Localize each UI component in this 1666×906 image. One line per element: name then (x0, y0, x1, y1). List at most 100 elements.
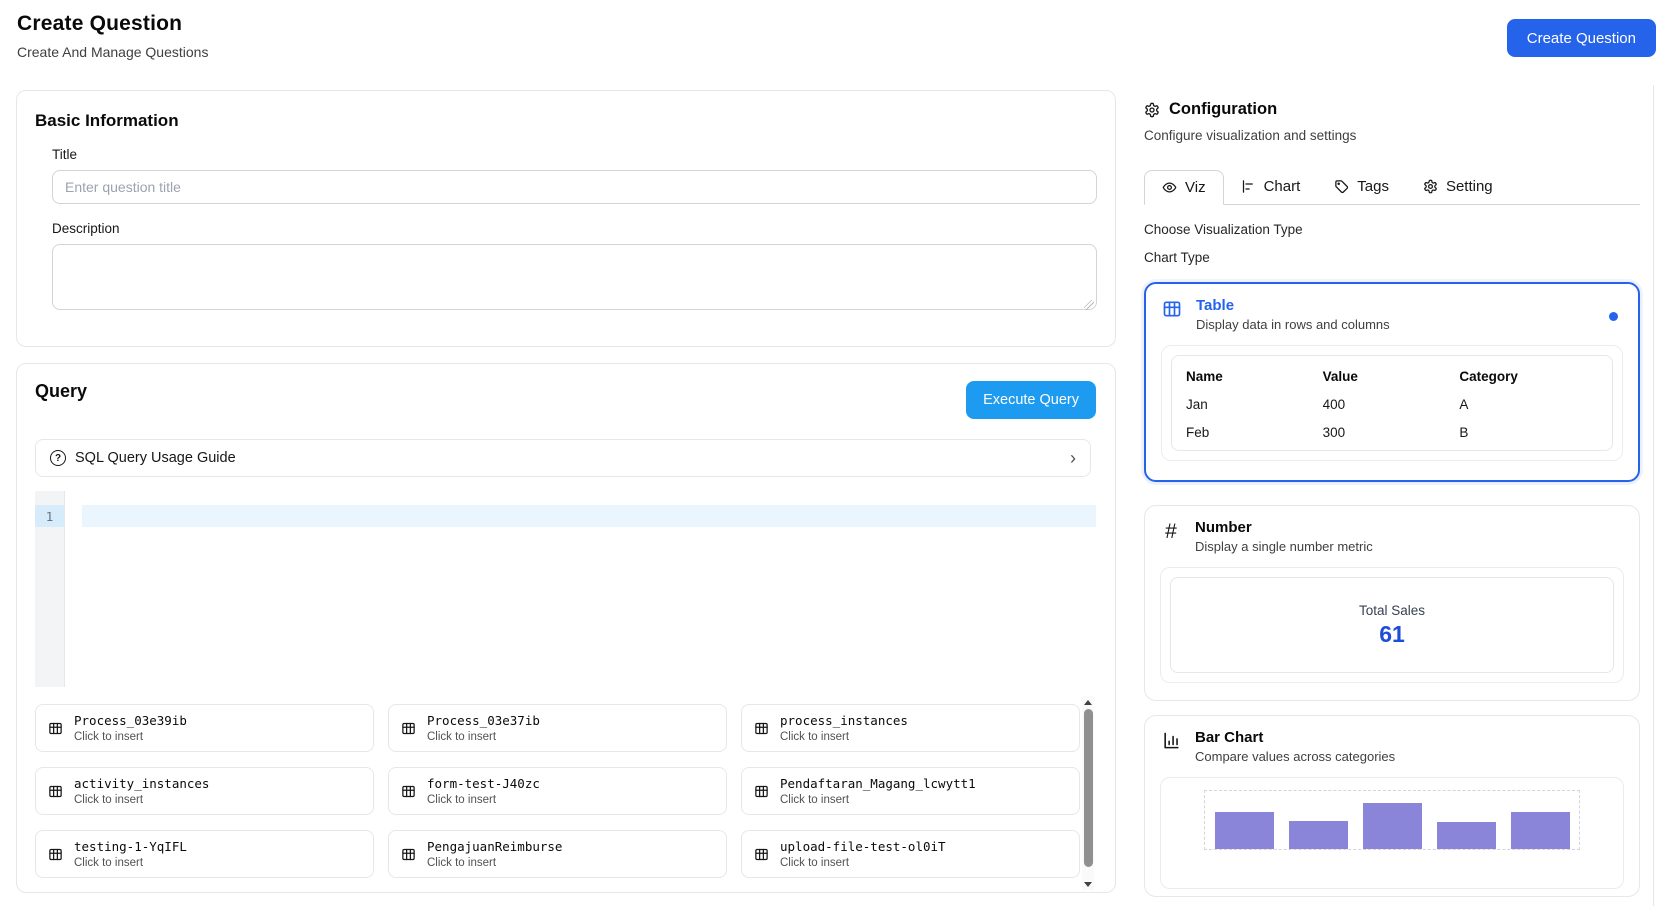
configuration-panel: Configuration Configure visualization an… (1144, 100, 1640, 897)
tab-setting[interactable]: Setting (1406, 169, 1510, 204)
help-circle-icon: ? (50, 450, 66, 466)
query-section-title: Query (35, 381, 88, 401)
scroll-up-arrow-icon[interactable] (1082, 696, 1094, 708)
editor-line-number: 1 (35, 505, 64, 527)
table-insert-button[interactable]: PengajuanReimburse Click to insert (388, 830, 727, 878)
sql-code-editor[interactable]: 1 (35, 491, 1096, 687)
table-preview: Name Value Category Jan 400 A Feb 300 B (1161, 345, 1623, 461)
editor-active-line (82, 505, 1096, 527)
insert-hint: Click to insert (74, 793, 144, 806)
description-label: Description (52, 221, 120, 236)
gear-icon (1144, 102, 1160, 118)
card-description: Compare values across categories (1195, 749, 1396, 764)
choose-visualization-label: Choose Visualization Type (1144, 222, 1303, 237)
execute-query-button[interactable]: Execute Query (966, 381, 1096, 419)
tab-label: Viz (1185, 179, 1206, 196)
preview-bar (1510, 812, 1570, 849)
preview-bar (1362, 802, 1422, 849)
table-name: testing-1-YqIFL (74, 839, 187, 855)
configuration-title: Configuration (1169, 100, 1278, 118)
scrollbar-thumb[interactable] (1083, 709, 1093, 867)
preview-header: Category (1459, 369, 1518, 384)
table-name: PengajuanReimburse (427, 839, 563, 855)
tab-tags[interactable]: Tags (1317, 169, 1406, 204)
preview-header: Name (1186, 369, 1223, 384)
table-name: process_instances (780, 713, 908, 729)
table-name: Process_03e39ib (74, 713, 187, 729)
table-grid-icon (48, 721, 63, 736)
chart-type-card-table[interactable]: Table Display data in rows and columns N… (1144, 282, 1640, 482)
table-insert-button[interactable]: testing-1-YqIFL Click to insert (35, 830, 374, 878)
bar-chart-preview (1160, 777, 1624, 889)
chart-type-label: Chart Type (1144, 250, 1210, 265)
basic-information-title: Basic Information (35, 111, 179, 130)
table-insert-button[interactable]: upload-file-test-ol0iT Click to insert (741, 830, 1080, 878)
table-grid-icon (401, 784, 416, 799)
scroll-down-arrow-icon[interactable] (1082, 878, 1094, 890)
insert-hint: Click to insert (427, 730, 497, 743)
editor-code-area[interactable] (82, 491, 1096, 687)
panel-divider (1653, 85, 1654, 906)
question-title-input[interactable] (52, 170, 1097, 204)
table-insert-button[interactable]: activity_instances Click to insert (35, 767, 374, 815)
tables-scrollbar[interactable] (1082, 696, 1094, 890)
table-grid-icon (754, 721, 769, 736)
table-grid-icon (1162, 299, 1182, 319)
table-grid-icon (401, 721, 416, 736)
gear-icon (1423, 179, 1438, 194)
table-insert-button[interactable]: form-test-J40zc Click to insert (388, 767, 727, 815)
card-title: Table (1196, 297, 1235, 314)
editor-line-gutter: 1 (35, 491, 65, 687)
chart-type-card-number[interactable]: # Number Display a single number metric … (1144, 505, 1640, 701)
tab-label: Tags (1357, 178, 1389, 195)
selected-indicator-dot (1609, 312, 1618, 321)
metric-label: Total Sales (1358, 602, 1426, 618)
page-subtitle: Create And Manage Questions (17, 44, 209, 60)
configuration-subtitle: Configure visualization and settings (1144, 128, 1357, 143)
table-name: form-test-J40zc (427, 776, 540, 792)
hash-icon: # (1165, 520, 1177, 543)
table-grid-icon (754, 784, 769, 799)
table-insert-button[interactable]: Process_03e37ib Click to insert (388, 704, 727, 752)
number-preview: Total Sales 61 (1160, 567, 1624, 683)
insert-hint: Click to insert (427, 856, 497, 869)
tab-label: Chart (1263, 178, 1301, 195)
sql-usage-guide-label: SQL Query Usage Guide (75, 450, 236, 466)
title-label: Title (52, 147, 78, 162)
tag-icon (1334, 179, 1349, 194)
table-insert-button[interactable]: Process_03e39ib Click to insert (35, 704, 374, 752)
question-description-textarea[interactable] (52, 244, 1097, 310)
card-description: Display data in rows and columns (1196, 317, 1390, 332)
preview-cell: Jan (1186, 397, 1208, 412)
preview-header: Value (1322, 369, 1358, 384)
metric-value: 61 (1379, 620, 1405, 647)
config-tabs: Viz Chart Tags Setting (1144, 169, 1640, 205)
preview-cell: A (1459, 397, 1469, 412)
insert-hint: Click to insert (780, 793, 850, 806)
insert-hint: Click to insert (74, 730, 144, 743)
card-description: Display a single number metric (1195, 539, 1373, 554)
chart-type-card-bar[interactable]: Bar Chart Compare values across categori… (1144, 715, 1640, 897)
table-grid-icon (754, 847, 769, 862)
tables-grid: Process_03e39ib Click to insert Process_… (35, 704, 1080, 878)
insert-hint: Click to insert (74, 856, 144, 869)
sql-usage-guide-toggle[interactable]: ? SQL Query Usage Guide › (35, 439, 1091, 477)
table-grid-icon (48, 847, 63, 862)
insert-hint: Click to insert (780, 730, 850, 743)
card-title: Number (1195, 519, 1252, 536)
table-insert-button[interactable]: process_instances Click to insert (741, 704, 1080, 752)
eye-icon (1162, 180, 1177, 195)
bar-chart-icon (1162, 731, 1181, 750)
tab-viz[interactable]: Viz (1144, 170, 1224, 205)
create-question-button[interactable]: Create Question (1506, 19, 1656, 57)
tab-chart[interactable]: Chart (1224, 169, 1318, 204)
preview-bar (1288, 820, 1348, 849)
textarea-resize-handle[interactable] (1084, 300, 1094, 310)
preview-cell: B (1459, 425, 1469, 440)
preview-bar (1214, 811, 1274, 849)
card-title: Bar Chart (1195, 729, 1264, 746)
table-insert-button[interactable]: Pendaftaran_Magang_lcwytt1 Click to inse… (741, 767, 1080, 815)
page-title: Create Question (17, 12, 183, 35)
preview-cell: Feb (1186, 425, 1210, 440)
page-header: Create Question Create And Manage Questi… (0, 0, 1666, 76)
